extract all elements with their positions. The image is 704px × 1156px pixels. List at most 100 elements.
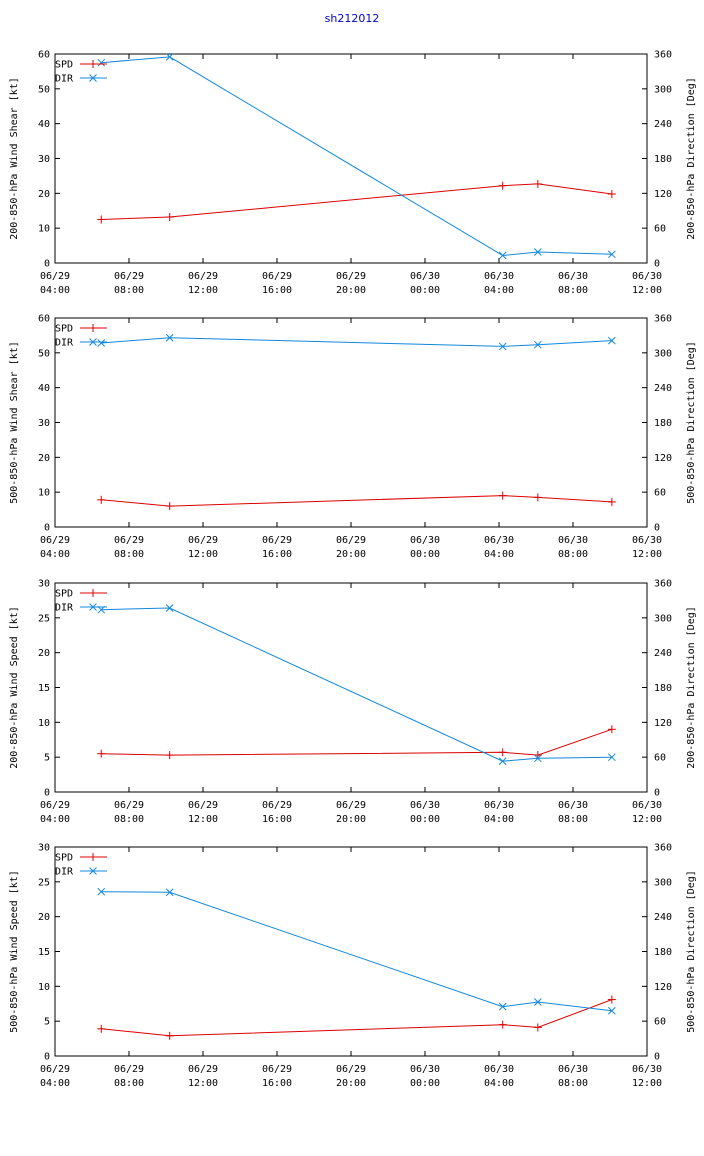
y-tick-label: 10 <box>38 488 50 499</box>
x-tick-label-time: 12:00 <box>188 1078 218 1089</box>
y2-tick-label: 360 <box>654 314 672 325</box>
y-tick-label: 10 <box>38 224 50 235</box>
x-tick-label-date: 06/30 <box>632 800 662 811</box>
x-tick-label-date: 06/29 <box>188 535 218 546</box>
y-tick-label: 15 <box>38 947 50 958</box>
y2-tick-label: 360 <box>654 843 672 854</box>
data-point-spd <box>498 181 507 190</box>
data-point-spd <box>498 491 507 500</box>
series-line-spd <box>101 728 613 756</box>
y-axis-title: 200-850-hPa Wind Speed [kt] <box>9 606 20 769</box>
plot-frame <box>54 582 648 793</box>
x-tick-label-time: 12:00 <box>188 814 218 825</box>
data-point-dir <box>498 1002 507 1011</box>
y-tick-label: 25 <box>38 877 50 888</box>
x-tick-label-date: 06/30 <box>484 271 514 282</box>
y-tick-label: 50 <box>38 348 50 359</box>
x-tick-label-date: 06/29 <box>40 800 70 811</box>
x-tick-label-time: 20:00 <box>336 549 366 560</box>
x-tick-label-date: 06/29 <box>114 800 144 811</box>
plot-frame <box>54 317 648 528</box>
x-tick-label-time: 20:00 <box>336 1078 366 1089</box>
series-line-dir <box>101 56 612 257</box>
y2-axis-title: 500-850-hPa Direction [Deg] <box>686 870 697 1033</box>
legend-marker-dir <box>89 74 97 82</box>
y2-axis-title: 200-850-hPa Direction [Deg] <box>686 606 697 769</box>
y2-axis-title: 200-850-hPa Direction [Deg] <box>686 77 697 240</box>
y-tick-label: 20 <box>38 453 50 464</box>
x-tick-label-time: 04:00 <box>484 285 514 296</box>
data-point-spd <box>165 213 174 222</box>
y-tick-label: 20 <box>38 912 50 923</box>
x-tick-label-date: 06/30 <box>632 1064 662 1075</box>
x-tick-label-date: 06/29 <box>262 271 292 282</box>
x-tick-label-time: 16:00 <box>262 549 292 560</box>
y-axis-title: 200-850-hPa Wind Shear [kt] <box>9 77 20 240</box>
legend-label-dir: DIR <box>55 603 74 614</box>
data-point-dir <box>533 248 542 256</box>
y2-tick-label: 0 <box>654 788 660 799</box>
y2-tick-label: 60 <box>654 488 666 499</box>
y-tick-label: 60 <box>38 50 50 61</box>
x-tick-label-date: 06/29 <box>336 1064 366 1075</box>
x-tick-label-time: 08:00 <box>114 1078 144 1089</box>
x-tick-label-time: 08:00 <box>114 814 144 825</box>
x-tick-label-date: 06/29 <box>336 535 366 546</box>
page-title: sh212012 <box>324 12 380 25</box>
data-point-spd <box>607 725 616 734</box>
plot-frame <box>54 846 648 1057</box>
y2-tick-label: 0 <box>654 523 660 534</box>
legend-marker-spd <box>89 60 97 68</box>
y2-tick-label: 60 <box>654 753 666 764</box>
data-point-spd <box>607 497 616 506</box>
x-tick-label-date: 06/30 <box>558 800 588 811</box>
x-tick-label-time: 04:00 <box>40 1078 70 1089</box>
x-tick-label-date: 06/29 <box>188 271 218 282</box>
legend-marker-dir <box>89 867 97 875</box>
data-point-dir <box>498 251 507 260</box>
x-tick-label-time: 00:00 <box>410 814 440 825</box>
legend-marker-spd <box>89 324 97 332</box>
x-tick-label-time: 00:00 <box>410 1078 440 1089</box>
data-point-dir <box>498 757 507 766</box>
data-point-dir <box>533 340 542 349</box>
y-tick-label: 15 <box>38 683 50 694</box>
x-tick-label-time: 12:00 <box>188 285 218 296</box>
x-tick-label-time: 16:00 <box>262 1078 292 1089</box>
data-point-dir <box>533 754 542 763</box>
y-tick-label: 30 <box>38 154 50 165</box>
y-tick-label: 0 <box>44 259 50 270</box>
y2-tick-label: 120 <box>654 982 672 993</box>
x-tick-label-time: 04:00 <box>484 549 514 560</box>
y2-tick-label: 120 <box>654 189 672 200</box>
series-line-dir <box>101 607 612 762</box>
x-tick-label-date: 06/29 <box>262 800 292 811</box>
y-tick-label: 0 <box>44 523 50 534</box>
y2-tick-label: 60 <box>654 1017 666 1028</box>
legend-marker-dir <box>89 338 97 346</box>
x-tick-label-date: 06/29 <box>188 1064 218 1075</box>
y-tick-label: 40 <box>38 119 50 130</box>
y2-tick-label: 300 <box>654 348 672 359</box>
legend-label-spd: SPD <box>55 589 73 600</box>
x-tick-label-time: 12:00 <box>632 549 662 560</box>
x-tick-label-time: 12:00 <box>632 1078 662 1089</box>
x-tick-label-date: 06/30 <box>410 800 440 811</box>
x-tick-label-time: 08:00 <box>114 549 144 560</box>
data-point-spd <box>97 749 106 758</box>
y-tick-label: 50 <box>38 84 50 95</box>
y2-tick-label: 60 <box>654 224 666 235</box>
x-tick-label-time: 08:00 <box>558 285 588 296</box>
legend-label-dir: DIR <box>55 74 74 85</box>
data-point-dir <box>97 887 106 896</box>
y-tick-label: 0 <box>44 788 50 799</box>
x-tick-label-time: 16:00 <box>262 814 292 825</box>
y2-axis-title: 500-850-hPa Direction [Deg] <box>686 341 697 504</box>
x-tick-label-date: 06/29 <box>336 800 366 811</box>
legend-marker-spd <box>89 589 97 597</box>
y2-tick-label: 180 <box>654 947 672 958</box>
y2-tick-label: 360 <box>654 50 672 61</box>
x-tick-label-date: 06/30 <box>410 535 440 546</box>
y-tick-label: 0 <box>44 1052 50 1063</box>
